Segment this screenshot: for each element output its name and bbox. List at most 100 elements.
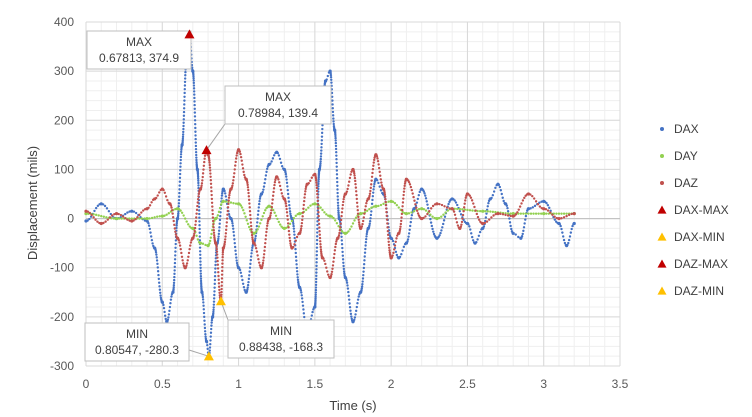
trace-point [331,110,335,114]
trace-point [329,76,333,79]
trace-point [431,215,434,218]
trace-point [194,137,197,141]
trace-point [315,257,318,260]
trace-point [395,253,399,257]
trace-point [212,297,216,300]
trace-point [347,290,350,294]
trace-point [316,212,319,216]
trace-point [533,204,537,208]
trace-point [477,234,481,237]
y-axis-ticks: -300 -200 -100 0 100 200 300 400 [50,15,74,373]
trace-point [315,238,319,242]
trace-point [210,197,214,201]
trace-point [163,214,166,217]
trace-point [210,190,213,193]
trace-point [492,190,496,193]
trace-point [371,168,375,171]
trace-point [235,151,239,155]
trace-point [188,247,191,251]
trace-point [402,245,406,249]
trace-point [441,226,444,229]
trace-point [392,251,395,255]
trace-point [183,217,187,220]
trace-point [332,260,335,263]
trace-point [403,184,406,188]
trace-point [536,202,540,206]
trace-point [233,168,236,171]
trace-point [302,312,306,315]
trace-point [201,242,205,245]
trace-point [534,200,538,203]
trace-point [506,214,510,217]
trace-point [332,117,335,120]
trace-point [365,237,368,241]
trace-point [174,242,177,246]
trace-point [174,230,177,233]
trace-point [193,226,197,230]
trace-point [334,141,338,145]
trace-point [334,139,337,142]
trace-point [241,167,245,170]
trace-point [484,219,487,223]
trace-point [326,74,330,78]
trace-point [294,239,297,242]
trace-point [273,211,276,214]
legend-swatch-triangle [657,205,667,214]
trace-point [462,210,465,213]
trace-point [246,283,250,287]
trace-point [399,222,403,226]
trace-point [219,214,222,218]
trace-point [407,212,411,215]
trace-point [422,216,425,220]
trace-point [402,193,405,197]
trace-point [446,209,450,212]
trace-point [365,202,368,205]
trace-point [294,255,298,259]
trace-point [231,222,234,225]
trace-point [444,211,447,214]
trace-point [560,217,563,220]
trace-point [185,264,188,267]
trace-point [279,188,283,191]
trace-point [534,212,538,215]
trace-point [245,219,248,222]
trace-point [336,201,340,204]
trace-point [280,164,284,168]
trace-point [173,269,176,272]
trace-point [429,207,433,210]
trace-point [195,208,199,212]
trace-point [163,314,167,317]
trace-point [482,225,486,228]
trace-point [156,270,160,273]
trace-point [182,124,185,128]
trace-point [545,212,548,215]
trace-point [386,226,389,229]
trace-point [195,216,198,219]
trace-point [197,195,200,198]
trace-point [158,288,162,291]
trace-point [249,213,252,217]
trace-point [410,188,413,192]
trace-point [234,202,238,205]
trace-point [441,222,445,226]
trace-point [341,207,344,210]
trace-point [349,173,352,176]
trace-point [239,204,243,207]
trace-point [264,178,267,181]
trace-point [562,238,566,242]
trace-point [364,247,367,251]
trace-point [424,194,427,197]
trace-point [345,190,349,193]
trace-point [300,221,304,225]
trace-point [255,250,259,253]
trace-point [292,227,296,230]
trace-point [208,166,212,169]
trace-point [216,259,219,263]
trace-point [293,233,296,236]
trace-point [319,162,322,165]
trace-point [509,224,512,228]
trace-point [195,212,198,215]
trace-point [221,259,224,262]
trace-point [470,199,474,202]
trace-point [415,209,419,212]
